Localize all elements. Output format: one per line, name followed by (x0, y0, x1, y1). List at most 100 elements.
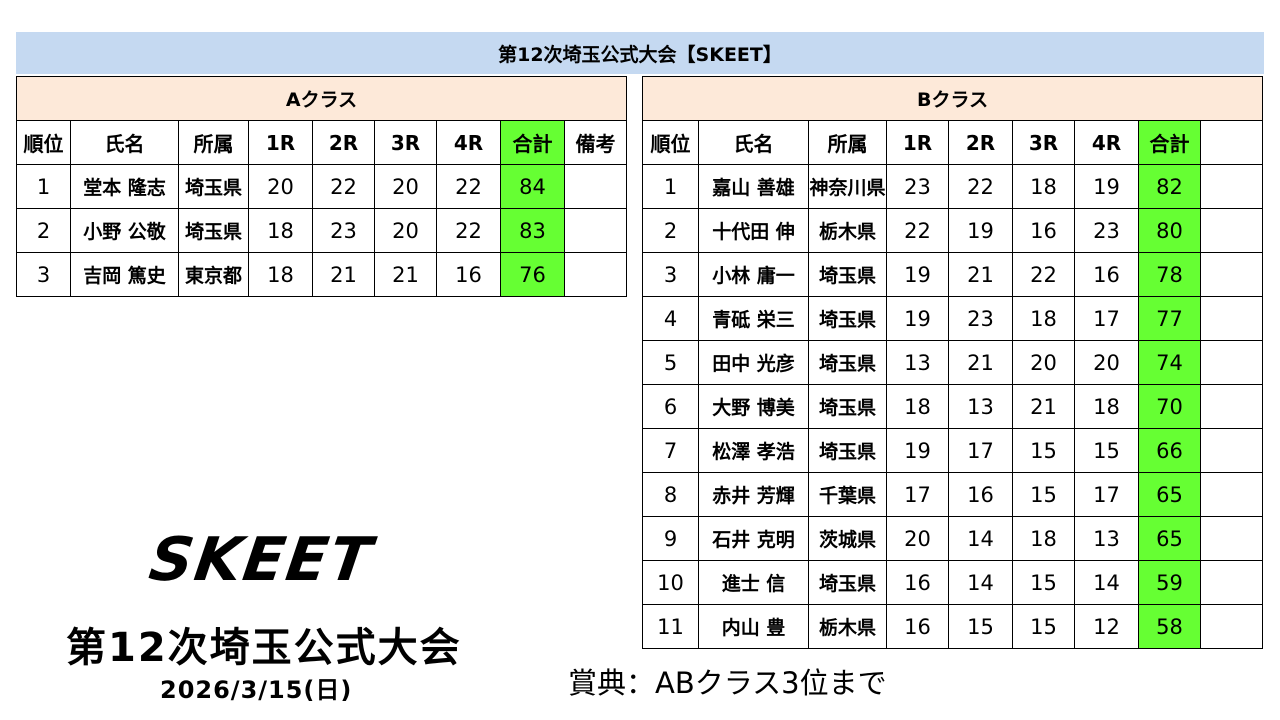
cell-name: 青砥 栄三 (698, 296, 809, 341)
cell-r3: 20 (374, 208, 437, 253)
table-row: 5 田中 光彦 埼玉県 13 21 20 20 74 (642, 340, 1264, 385)
table-row: 2 小野 公敬 埼玉県 18 23 20 22 83 (16, 208, 628, 253)
cell-r2: 15 (948, 604, 1013, 649)
cell-rank: 7 (642, 428, 699, 473)
cell-r3: 21 (1012, 384, 1075, 429)
cell-name: 小林 庸一 (698, 252, 809, 297)
cell-total: 65 (1138, 516, 1201, 561)
class-a-results-table: Aクラス 順位 氏名 所属 1R 2R 3R 4R 合計 備考 1 堂本 隆志 埼玉県 20 22 20 22 8… (15, 76, 628, 297)
cell-aff: 茨城県 (808, 516, 887, 561)
cell-notes (1199, 296, 1264, 341)
cell-r2: 23 (312, 208, 375, 253)
table-row: 4 青砥 栄三 埼玉県 19 23 18 17 77 (642, 296, 1264, 341)
cell-r4: 19 (1074, 164, 1139, 209)
cell-notes (1199, 516, 1264, 561)
cell-r1: 22 (886, 208, 949, 253)
cell-total: 77 (1138, 296, 1201, 341)
cell-r1: 18 (248, 208, 313, 253)
cell-notes (1199, 472, 1264, 517)
cell-r2: 19 (948, 208, 1013, 253)
cell-r3: 21 (374, 252, 437, 297)
cell-rank: 3 (642, 252, 699, 297)
cell-rank: 5 (642, 340, 699, 385)
table-row: 10 進士 信埼玉県 16 14 15 14 59 (642, 560, 1264, 605)
cell-r2: 21 (948, 340, 1013, 385)
column-header-r4: 4R (1074, 120, 1139, 165)
cell-rank: 1 (642, 164, 699, 209)
cell-total: 76 (500, 252, 565, 297)
cell-notes (563, 208, 628, 253)
cell-rank: 2 (16, 208, 71, 253)
cell-notes (1199, 428, 1264, 473)
cell-notes (1199, 604, 1264, 649)
cell-total: 78 (1138, 252, 1201, 297)
cell-aff: 埼玉県 (808, 296, 887, 341)
cell-r1: 23 (886, 164, 949, 209)
cell-r1: 19 (886, 296, 949, 341)
cell-name: 大野 博美 (698, 384, 809, 429)
column-header-r4: 4R (436, 120, 501, 165)
page-title: 第12次埼玉公式大会【SKEET】 (16, 32, 1264, 74)
cell-r4: 17 (1074, 296, 1139, 341)
column-header-aff: 所属 (808, 120, 887, 165)
column-header-total: 合計 (1138, 120, 1201, 165)
table-row: 7 松澤 孝浩 埼玉県 19 17 15 15 66 (642, 428, 1264, 473)
cell-notes (1199, 252, 1264, 297)
column-header-name: 氏名 (698, 120, 809, 165)
cell-r4: 22 (436, 164, 501, 209)
cell-r4: 12 (1074, 604, 1139, 649)
cell-name: 嘉山 善雄 (698, 164, 809, 209)
column-header-r1: 1R (248, 120, 313, 165)
table-row: 8 赤井 芳輝 千葉県 17 16 15 17 65 (642, 472, 1264, 517)
prize-note: 賞典：ABクラス3位まで (568, 666, 887, 700)
cell-aff: 千葉県 (808, 472, 887, 517)
cell-rank: 11 (642, 604, 699, 649)
cell-aff: 栃木県 (808, 208, 887, 253)
cell-total: 70 (1138, 384, 1201, 429)
cell-r1: 18 (248, 252, 313, 297)
cell-aff: 埼玉県 (178, 208, 249, 253)
cell-r3: 20 (1012, 340, 1075, 385)
cell-total: 59 (1138, 560, 1201, 605)
column-header-rank: 順位 (16, 120, 71, 165)
cell-name: 内山 豊 (698, 604, 809, 649)
column-header-r2: 2R (948, 120, 1013, 165)
class-b-results-table: Bクラス 順位 氏名 所属 1R 2R 3R 4R 合計 1 嘉山 善雄 神奈川県 23 22 18 19 82… (641, 76, 1264, 649)
skeet-logo: SKEET (145, 525, 378, 595)
cell-r1: 17 (886, 472, 949, 517)
cell-notes (1199, 164, 1264, 209)
table-row: 11 内山 豊栃木県 16 15 15 12 58 (642, 604, 1264, 649)
cell-r2: 22 (948, 164, 1013, 209)
event-name: 第12次埼玉公式大会 (66, 625, 462, 671)
table-row: 1 堂本 隆志 埼玉県 20 22 20 22 84 (16, 164, 628, 209)
table-row: 3 小林 庸一 埼玉県 19 21 22 16 78 (642, 252, 1264, 297)
cell-r1: 16 (886, 560, 949, 605)
cell-r4: 17 (1074, 472, 1139, 517)
cell-r1: 19 (886, 252, 949, 297)
column-header-notes: 備考 (563, 120, 628, 165)
cell-r4: 23 (1074, 208, 1139, 253)
table-row: 2 十代田 伸栃木県 22 19 16 23 80 (642, 208, 1264, 253)
cell-notes (1199, 340, 1264, 385)
cell-name: 進士 信 (698, 560, 809, 605)
cell-r1: 18 (886, 384, 949, 429)
cell-r4: 14 (1074, 560, 1139, 605)
cell-aff: 埼玉県 (808, 560, 887, 605)
cell-aff: 栃木県 (808, 604, 887, 649)
cell-rank: 10 (642, 560, 699, 605)
cell-r3: 16 (1012, 208, 1075, 253)
cell-total: 83 (500, 208, 565, 253)
cell-r4: 22 (436, 208, 501, 253)
cell-total: 74 (1138, 340, 1201, 385)
cell-rank: 1 (16, 164, 71, 209)
cell-rank: 8 (642, 472, 699, 517)
cell-r3: 15 (1012, 472, 1075, 517)
table-row: 6 大野 博美 埼玉県 18 13 21 18 70 (642, 384, 1264, 429)
cell-r2: 14 (948, 516, 1013, 561)
cell-r1: 19 (886, 428, 949, 473)
cell-r2: 14 (948, 560, 1013, 605)
column-header-r1: 1R (886, 120, 949, 165)
cell-notes (563, 164, 628, 209)
cell-rank: 4 (642, 296, 699, 341)
cell-r2: 17 (948, 428, 1013, 473)
